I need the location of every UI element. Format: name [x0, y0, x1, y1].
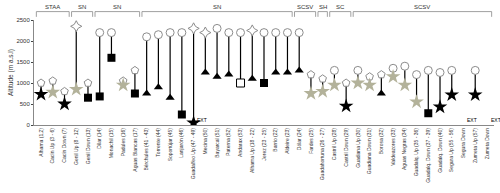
svg-text:Segura Up (55 - 56): Segura Up (55 - 56) — [448, 128, 454, 173]
svg-text:0: 0 — [26, 122, 30, 128]
svg-text:Genil Down (13): Genil Down (13) — [85, 128, 91, 164]
svg-text:Dólar (24): Dólar (24) — [296, 128, 302, 151]
svg-text:Genil Up (8 - 12): Genil Up (8 - 12) — [73, 128, 79, 165]
svg-text:SC: SC — [336, 4, 345, 10]
svg-text:Guadalfeo Up (47 - 49): Guadalfeo Up (47 - 49) — [190, 128, 196, 179]
svg-text:Guadalq. Down (40): Guadalq. Down (40) — [437, 128, 443, 173]
svg-text:SCSV: SCSV — [414, 4, 430, 10]
svg-text:Torrente (44): Torrente (44) — [155, 128, 161, 157]
svg-text:Andarax (53): Andarax (53) — [237, 128, 243, 157]
svg-text:Fardes (25): Fardes (25) — [308, 128, 314, 154]
svg-text:Guadahortuna (26 - 27): Guadahortuna (26 - 27) — [319, 128, 325, 181]
svg-text:2500: 2500 — [16, 17, 30, 23]
svg-text:Aldeire (23): Aldeire (23) — [284, 128, 290, 154]
svg-text:Monachil (15): Monachil (15) — [108, 128, 114, 159]
svg-text:Zumeta Down: Zumeta Down — [484, 128, 490, 159]
svg-text:SH: SH — [319, 4, 327, 10]
svg-text:500: 500 — [20, 101, 31, 107]
svg-text:Mecina (50): Mecina (50) — [202, 128, 208, 155]
svg-text:Alhama Up (18 - 22): Alhama Up (18 - 22) — [249, 128, 255, 173]
svg-text:1000: 1000 — [16, 80, 30, 86]
svg-text:Alhama (1,2): Alhama (1,2) — [38, 128, 44, 157]
svg-text:2000: 2000 — [16, 38, 30, 44]
svg-text:Castril Up (28): Castril Up (28) — [331, 128, 337, 161]
svg-text:Aguas Blancas (17): Aguas Blancas (17) — [132, 128, 138, 172]
svg-text:Cacín Up (3 - 6): Cacín Up (3 - 6) — [49, 128, 55, 164]
svg-text:Guadiana Down (31): Guadiana Down (31) — [366, 128, 372, 174]
svg-text:EXT: EXT — [467, 117, 477, 123]
svg-text:Jerez (23 - 25): Jerez (23 - 25) — [261, 128, 267, 161]
svg-text:SN: SN — [113, 4, 121, 10]
svg-text:SN: SN — [78, 4, 86, 10]
svg-text:SN: SN — [213, 4, 221, 10]
svg-text:Paterna (52): Paterna (52) — [225, 128, 231, 156]
svg-text:Guadalq. Up (35 - 36): Guadalq. Up (35 - 36) — [413, 128, 419, 177]
svg-text:SCSV: SCSV — [297, 4, 313, 10]
svg-text:Altitude (m a.s.l): Altitude (m a.s.l) — [7, 49, 15, 96]
svg-text:EXT: EXT — [491, 117, 500, 123]
svg-text:EXT: EXT — [197, 117, 207, 123]
svg-text:Castril Down (29): Castril Down (29) — [343, 128, 349, 167]
svg-text:Segura Down: Segura Down — [460, 128, 466, 159]
svg-text:Bayarcal (51): Bayarcal (51) — [214, 128, 220, 158]
svg-text:Zumeta Up (57): Zumeta Up (57) — [472, 128, 478, 163]
svg-text:STAA: STAA — [45, 4, 60, 10]
svg-text:1500: 1500 — [16, 59, 30, 65]
svg-text:Borosa (32): Borosa (32) — [378, 128, 384, 154]
svg-text:Padules (16): Padules (16) — [120, 128, 126, 157]
svg-text:Guadiana Up (30): Guadiana Up (30) — [355, 128, 361, 168]
svg-text:Soportújar (45): Soportújar (45) — [167, 128, 173, 162]
svg-text:Bérchules (41 - 43): Bérchules (41 - 43) — [143, 128, 149, 171]
svg-text:Guadalq. Down (37 - 39): Guadalq. Down (37 - 39) — [425, 128, 431, 183]
svg-text:Valdeazores (33): Valdeazores (33) — [390, 128, 396, 166]
svg-text:Cacín Down (7): Cacín Down (7) — [61, 128, 67, 163]
svg-text:Lanjarón (46): Lanjarón (46) — [178, 128, 184, 158]
svg-text:Barrio (22): Barrio (22) — [272, 128, 278, 152]
svg-text:Aguas Negras (34): Aguas Negras (34) — [401, 128, 407, 170]
svg-text:Dílar (14): Dílar (14) — [96, 128, 102, 149]
